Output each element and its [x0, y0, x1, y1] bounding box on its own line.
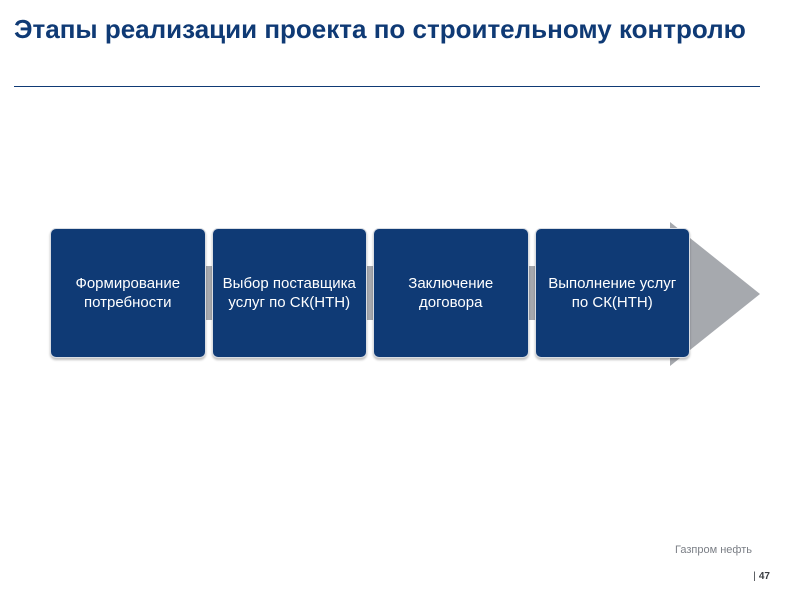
slide: Этапы реализации проекта по строительном… [0, 0, 800, 600]
stage-box: Заключение договора [373, 228, 529, 358]
stage-box: Выбор поставщика услуг по СК(НТН) [212, 228, 368, 358]
stage-label: Заключение договора [380, 274, 522, 313]
slide-title: Этапы реализации проекта по строительном… [14, 14, 760, 45]
footer-page-number: |47 [753, 571, 770, 582]
footer-brand: Газпром нефть [675, 544, 752, 556]
title-rule [14, 86, 760, 87]
stage-box: Выполнение услуг по СК(НТН) [535, 228, 691, 358]
footer-separator: | [753, 571, 756, 582]
stage-box: Формирование потребности [50, 228, 206, 358]
stage-boxes: Формирование потребности Выбор поставщик… [50, 228, 690, 358]
stage-label: Выполнение услуг по СК(НТН) [542, 274, 684, 313]
page-number: 47 [759, 571, 770, 582]
stage-label: Формирование потребности [57, 274, 199, 313]
stage-label: Выбор поставщика услуг по СК(НТН) [219, 274, 361, 313]
process-arrow-diagram: Формирование потребности Выбор поставщик… [40, 180, 760, 440]
